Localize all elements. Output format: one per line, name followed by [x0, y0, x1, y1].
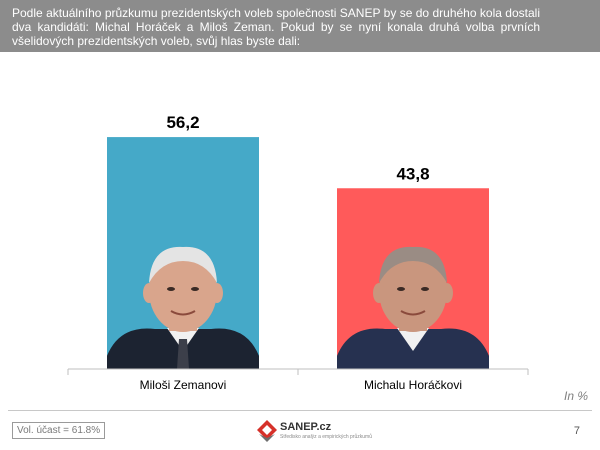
sanep-logo: SANEP.cz Středisko analýz a empirických …	[256, 419, 376, 445]
category-label: Miloši Zemanovi	[140, 378, 227, 392]
page-number: 7	[573, 425, 580, 437]
data-label: 43,8	[396, 164, 429, 183]
turnout-note: Vol. účast = 61.8%	[12, 422, 106, 439]
header-banner: Podle aktuálního průzkumu prezidentských…	[0, 0, 600, 52]
logo-tagline: Středisko analýz a empirických průzkumů	[280, 434, 372, 440]
category-label: Michalu Horáčkovi	[364, 378, 462, 392]
bar-chart: 56,2 Miloši Zemanovi 43,8 Michalu Horáčkovi	[67, 113, 529, 392]
question-text: Podle aktuálního průzkumu prezidentských…	[12, 6, 540, 48]
data-label: 56,2	[166, 113, 199, 132]
unit-label: In %	[563, 389, 588, 403]
footer-divider	[8, 410, 592, 411]
logo-name: SANEP.cz	[280, 421, 332, 433]
portrait-zeman	[107, 246, 259, 369]
sanep-logo-icon	[257, 420, 277, 442]
portrait-horacek	[337, 246, 489, 369]
